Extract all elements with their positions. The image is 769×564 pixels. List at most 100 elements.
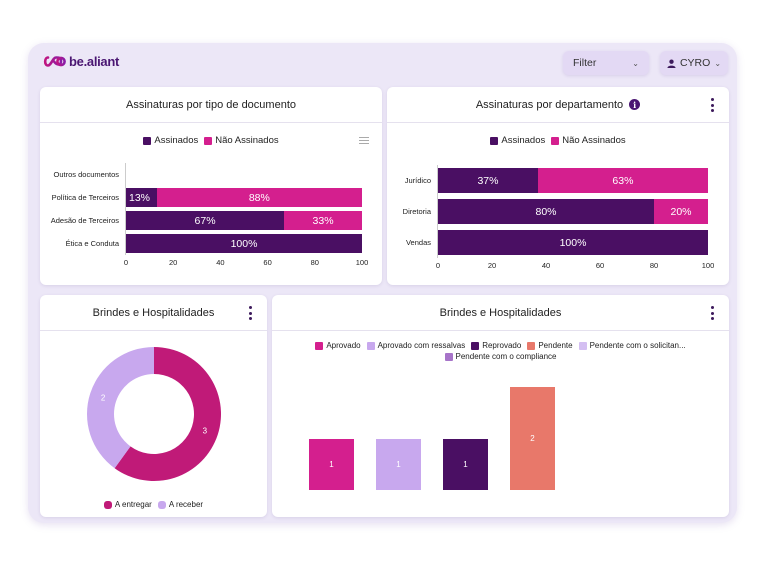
card-title: Assinaturas por tipo de documento xyxy=(126,98,296,111)
chevron-down-icon: ⌄ xyxy=(714,58,722,68)
legend-label: A entregar xyxy=(114,500,152,509)
donut-value-label: 3 xyxy=(203,427,208,436)
x-tick-label: 20 xyxy=(169,258,178,267)
more-options-icon[interactable] xyxy=(249,306,253,320)
hamburger-menu-icon[interactable] xyxy=(359,137,369,144)
y-tick-label: Política de Terceiros xyxy=(51,192,119,202)
card-assinaturas-tipo-documento: Assinaturas por tipo de documento Assina… xyxy=(40,87,382,285)
donut-value-label: 2 xyxy=(101,393,106,402)
more-options-icon[interactable] xyxy=(711,306,715,320)
data-label: 37% xyxy=(477,174,499,187)
x-tick-label: 60 xyxy=(263,258,272,267)
data-label: 100% xyxy=(230,237,258,250)
data-label: 1 xyxy=(329,459,334,469)
legend-item[interactable]: Aprovado xyxy=(315,341,361,350)
bar-segment-assinados[interactable]: 13% xyxy=(126,188,157,207)
legend-swatch xyxy=(204,136,213,145)
legend-swatch xyxy=(490,136,499,145)
legend-swatch xyxy=(444,352,453,361)
y-tick-label: Outros documentos xyxy=(53,169,119,179)
card-title: Brindes e Hospitalidades xyxy=(92,306,215,319)
legend-label: Não Assinados xyxy=(215,135,279,146)
legend-label: Pendente com o solicitan... xyxy=(589,341,686,350)
infinity-logo-icon xyxy=(43,56,66,67)
legend-item[interactable]: Reprovado xyxy=(471,341,521,350)
legend-item-a-receber[interactable]: A receber xyxy=(157,500,203,509)
user-menu[interactable]: CYRO ⌄ xyxy=(660,51,728,75)
x-tick-label: 0 xyxy=(123,258,129,267)
legend-item-assinados[interactable]: Assinados xyxy=(143,135,198,146)
data-label: 13% xyxy=(129,191,151,204)
donut-slice-a-receber[interactable] xyxy=(87,347,154,469)
y-tick-label: Jurídico xyxy=(404,175,431,185)
card-header: Brindes e Hospitalidades xyxy=(40,295,267,331)
bar-segment-nao-assinados[interactable]: 20% xyxy=(654,199,708,224)
logo-text: be.aliant xyxy=(69,54,120,69)
logo[interactable]: be.aliant xyxy=(42,54,119,69)
y-tick-label: Adesão de Terceiros xyxy=(50,215,119,225)
legend-swatch xyxy=(103,500,112,509)
legend-swatch xyxy=(366,341,375,350)
data-label: 100% xyxy=(559,236,587,249)
legend-label: Aprovado com ressalvas xyxy=(377,341,466,350)
legend-label: Reprovado xyxy=(482,341,522,350)
legend-label: Aprovado xyxy=(326,341,361,350)
bar-segment-assinados[interactable]: 80% xyxy=(438,199,654,224)
legend-item[interactable]: Pendente xyxy=(527,341,573,350)
card-title: Assinaturas por departamento xyxy=(475,98,624,111)
card-title: Brindes e Hospitalidades xyxy=(439,306,562,319)
legend-label: Assinados xyxy=(154,135,199,146)
legend-swatch xyxy=(551,136,560,145)
legend-swatch xyxy=(471,341,480,350)
legend-item-nao-assinados[interactable]: Não Assinados xyxy=(204,135,279,146)
info-icon[interactable]: i xyxy=(629,99,641,110)
user-icon xyxy=(667,59,676,68)
card-header: Assinaturas por tipo de documento xyxy=(40,87,382,123)
bar-segment-nao-assinados[interactable]: 63% xyxy=(537,168,708,193)
dashboard-frame: be.aliant Filter ⌄ CYRO ⌄ Assinaturas po… xyxy=(28,43,737,523)
x-tick-label: 20 xyxy=(487,261,497,270)
legend-item-a-entregar[interactable]: A entregar xyxy=(103,500,152,509)
card-header: Brindes e Hospitalidades xyxy=(272,295,729,331)
y-tick-label: Diretoria xyxy=(402,206,431,216)
legend-label: Assinados xyxy=(501,135,546,146)
bar-aprovado[interactable]: 1 xyxy=(309,438,354,490)
more-options-icon[interactable] xyxy=(711,98,715,112)
legend-swatch xyxy=(157,500,166,509)
filter-label: Filter xyxy=(573,57,597,69)
x-tick-label: 40 xyxy=(541,261,551,270)
chart-legend: Aprovado Aprovado com ressalvas Reprovado P… xyxy=(311,341,691,361)
x-tick-label: 80 xyxy=(310,258,319,267)
top-bar: be.aliant Filter ⌄ CYRO ⌄ xyxy=(28,43,737,83)
data-label: 80% xyxy=(535,205,557,218)
bar-segment-assinados[interactable]: 100% xyxy=(126,234,362,253)
legend-label: Não Assinados xyxy=(562,135,626,146)
y-tick-label: Ética e Conduta xyxy=(65,238,119,248)
legend-item-assinados[interactable]: Assinados xyxy=(490,135,545,146)
bar-segment-nao-assinados[interactable]: 33% xyxy=(284,211,362,230)
y-axis-line xyxy=(125,163,126,255)
bar-pendente[interactable]: 2 xyxy=(510,387,555,490)
bar-reprovado[interactable]: 1 xyxy=(443,438,488,490)
chart-legend: Assinados Não Assinados xyxy=(387,135,729,146)
data-label: 2 xyxy=(530,434,535,443)
bar-aprovado-com-ressalvas[interactable]: 1 xyxy=(376,438,421,490)
legend-swatch xyxy=(527,341,536,350)
x-tick-label: 60 xyxy=(595,261,605,270)
legend-item[interactable]: Aprovado com ressalvas xyxy=(366,341,466,350)
bar-segment-nao-assinados[interactable]: 88% xyxy=(156,188,362,207)
data-label: 88% xyxy=(248,191,270,204)
y-tick-label: Vendas xyxy=(405,237,431,247)
legend-item[interactable]: Pendente com o compliance xyxy=(444,352,556,361)
filter-dropdown[interactable]: Filter ⌄ xyxy=(563,51,649,75)
donut-slice-a-entregar[interactable] xyxy=(114,347,222,481)
legend-swatch xyxy=(315,341,324,350)
chevron-down-icon: ⌄ xyxy=(632,58,639,68)
data-label: 67% xyxy=(194,214,216,227)
bar-segment-assinados[interactable]: 37% xyxy=(438,168,538,193)
bar-segment-assinados[interactable]: 100% xyxy=(438,230,708,255)
bar-segment-assinados[interactable]: 67% xyxy=(126,211,285,230)
legend-item[interactable]: Pendente com o solicitan... xyxy=(578,341,686,350)
legend-item-nao-assinados[interactable]: Não Assinados xyxy=(551,135,626,146)
bar-chart-status: 1 1 1 2 xyxy=(272,375,729,495)
